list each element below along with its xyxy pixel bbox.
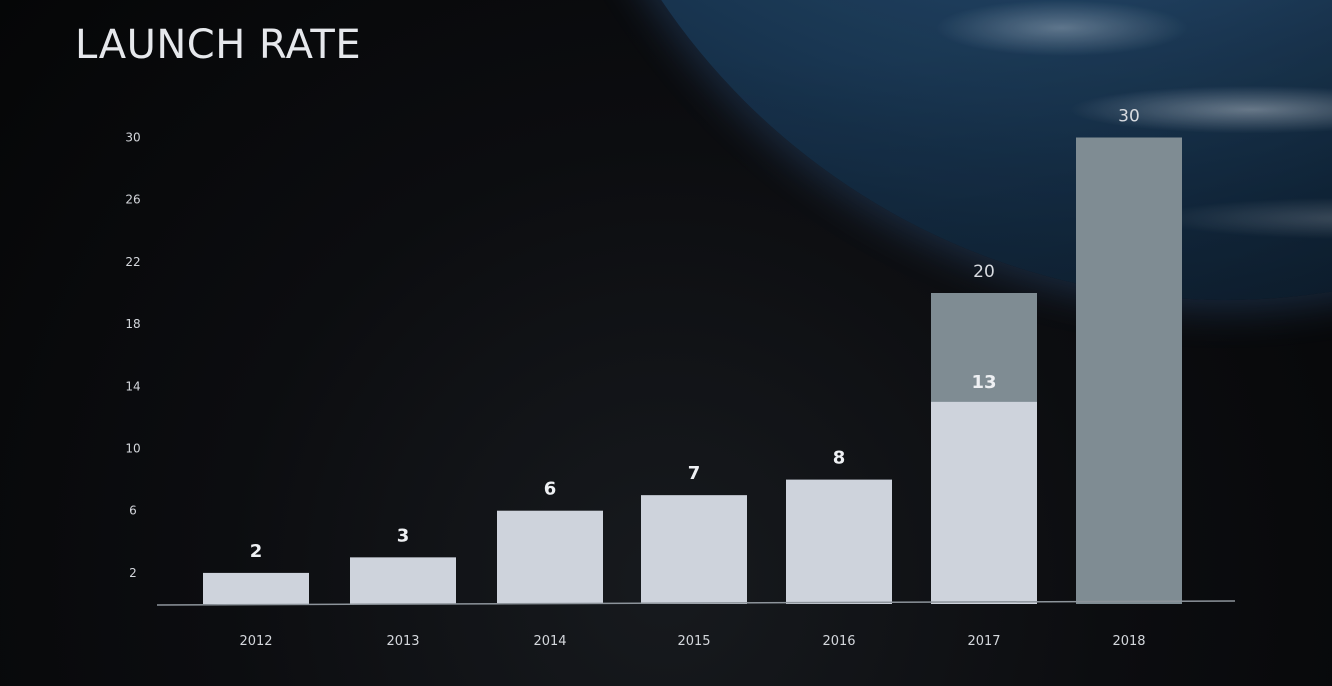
data-label-2017: 13: [971, 372, 996, 393]
y-tick-label: 2: [129, 566, 137, 580]
x-tick-label: 2012: [239, 634, 272, 649]
y-tick-label: 26: [125, 193, 140, 207]
bar-2016-series-1: [786, 479, 892, 604]
data-label-2015: 7: [688, 463, 701, 484]
bar-2012-series-1: [203, 572, 309, 604]
x-tick-label: 2013: [386, 634, 419, 649]
bar-2018-series-2: [1076, 137, 1182, 604]
bar-2015-series-1: [641, 495, 747, 604]
x-tick-label: 2014: [533, 634, 566, 649]
y-tick-label: 6: [129, 504, 137, 518]
x-axis-line: [156, 600, 1236, 606]
data-label-2018: 30: [1118, 107, 1140, 127]
chart-title: LAUNCH RATE: [75, 22, 362, 68]
bar-2013-series-1: [350, 557, 456, 604]
data-label-2017: 20: [973, 262, 995, 282]
y-tick-label: 22: [125, 255, 140, 269]
data-label-2013: 3: [397, 525, 410, 546]
data-label-2012: 2: [250, 541, 263, 562]
y-tick-label: 10: [125, 442, 140, 456]
bar-2017-series-1: [931, 401, 1037, 604]
x-tick-label: 2016: [822, 634, 855, 649]
data-label-2016: 8: [833, 448, 846, 469]
x-tick-label: 2018: [1112, 634, 1145, 649]
x-tick-label: 2015: [677, 634, 710, 649]
y-tick-label: 30: [125, 131, 140, 145]
bar-2014-series-1: [497, 510, 603, 604]
y-tick-label: 18: [125, 317, 140, 331]
x-tick-label: 2017: [967, 634, 1000, 649]
data-label-2014: 6: [544, 479, 557, 500]
y-tick-label: 14: [125, 379, 140, 393]
